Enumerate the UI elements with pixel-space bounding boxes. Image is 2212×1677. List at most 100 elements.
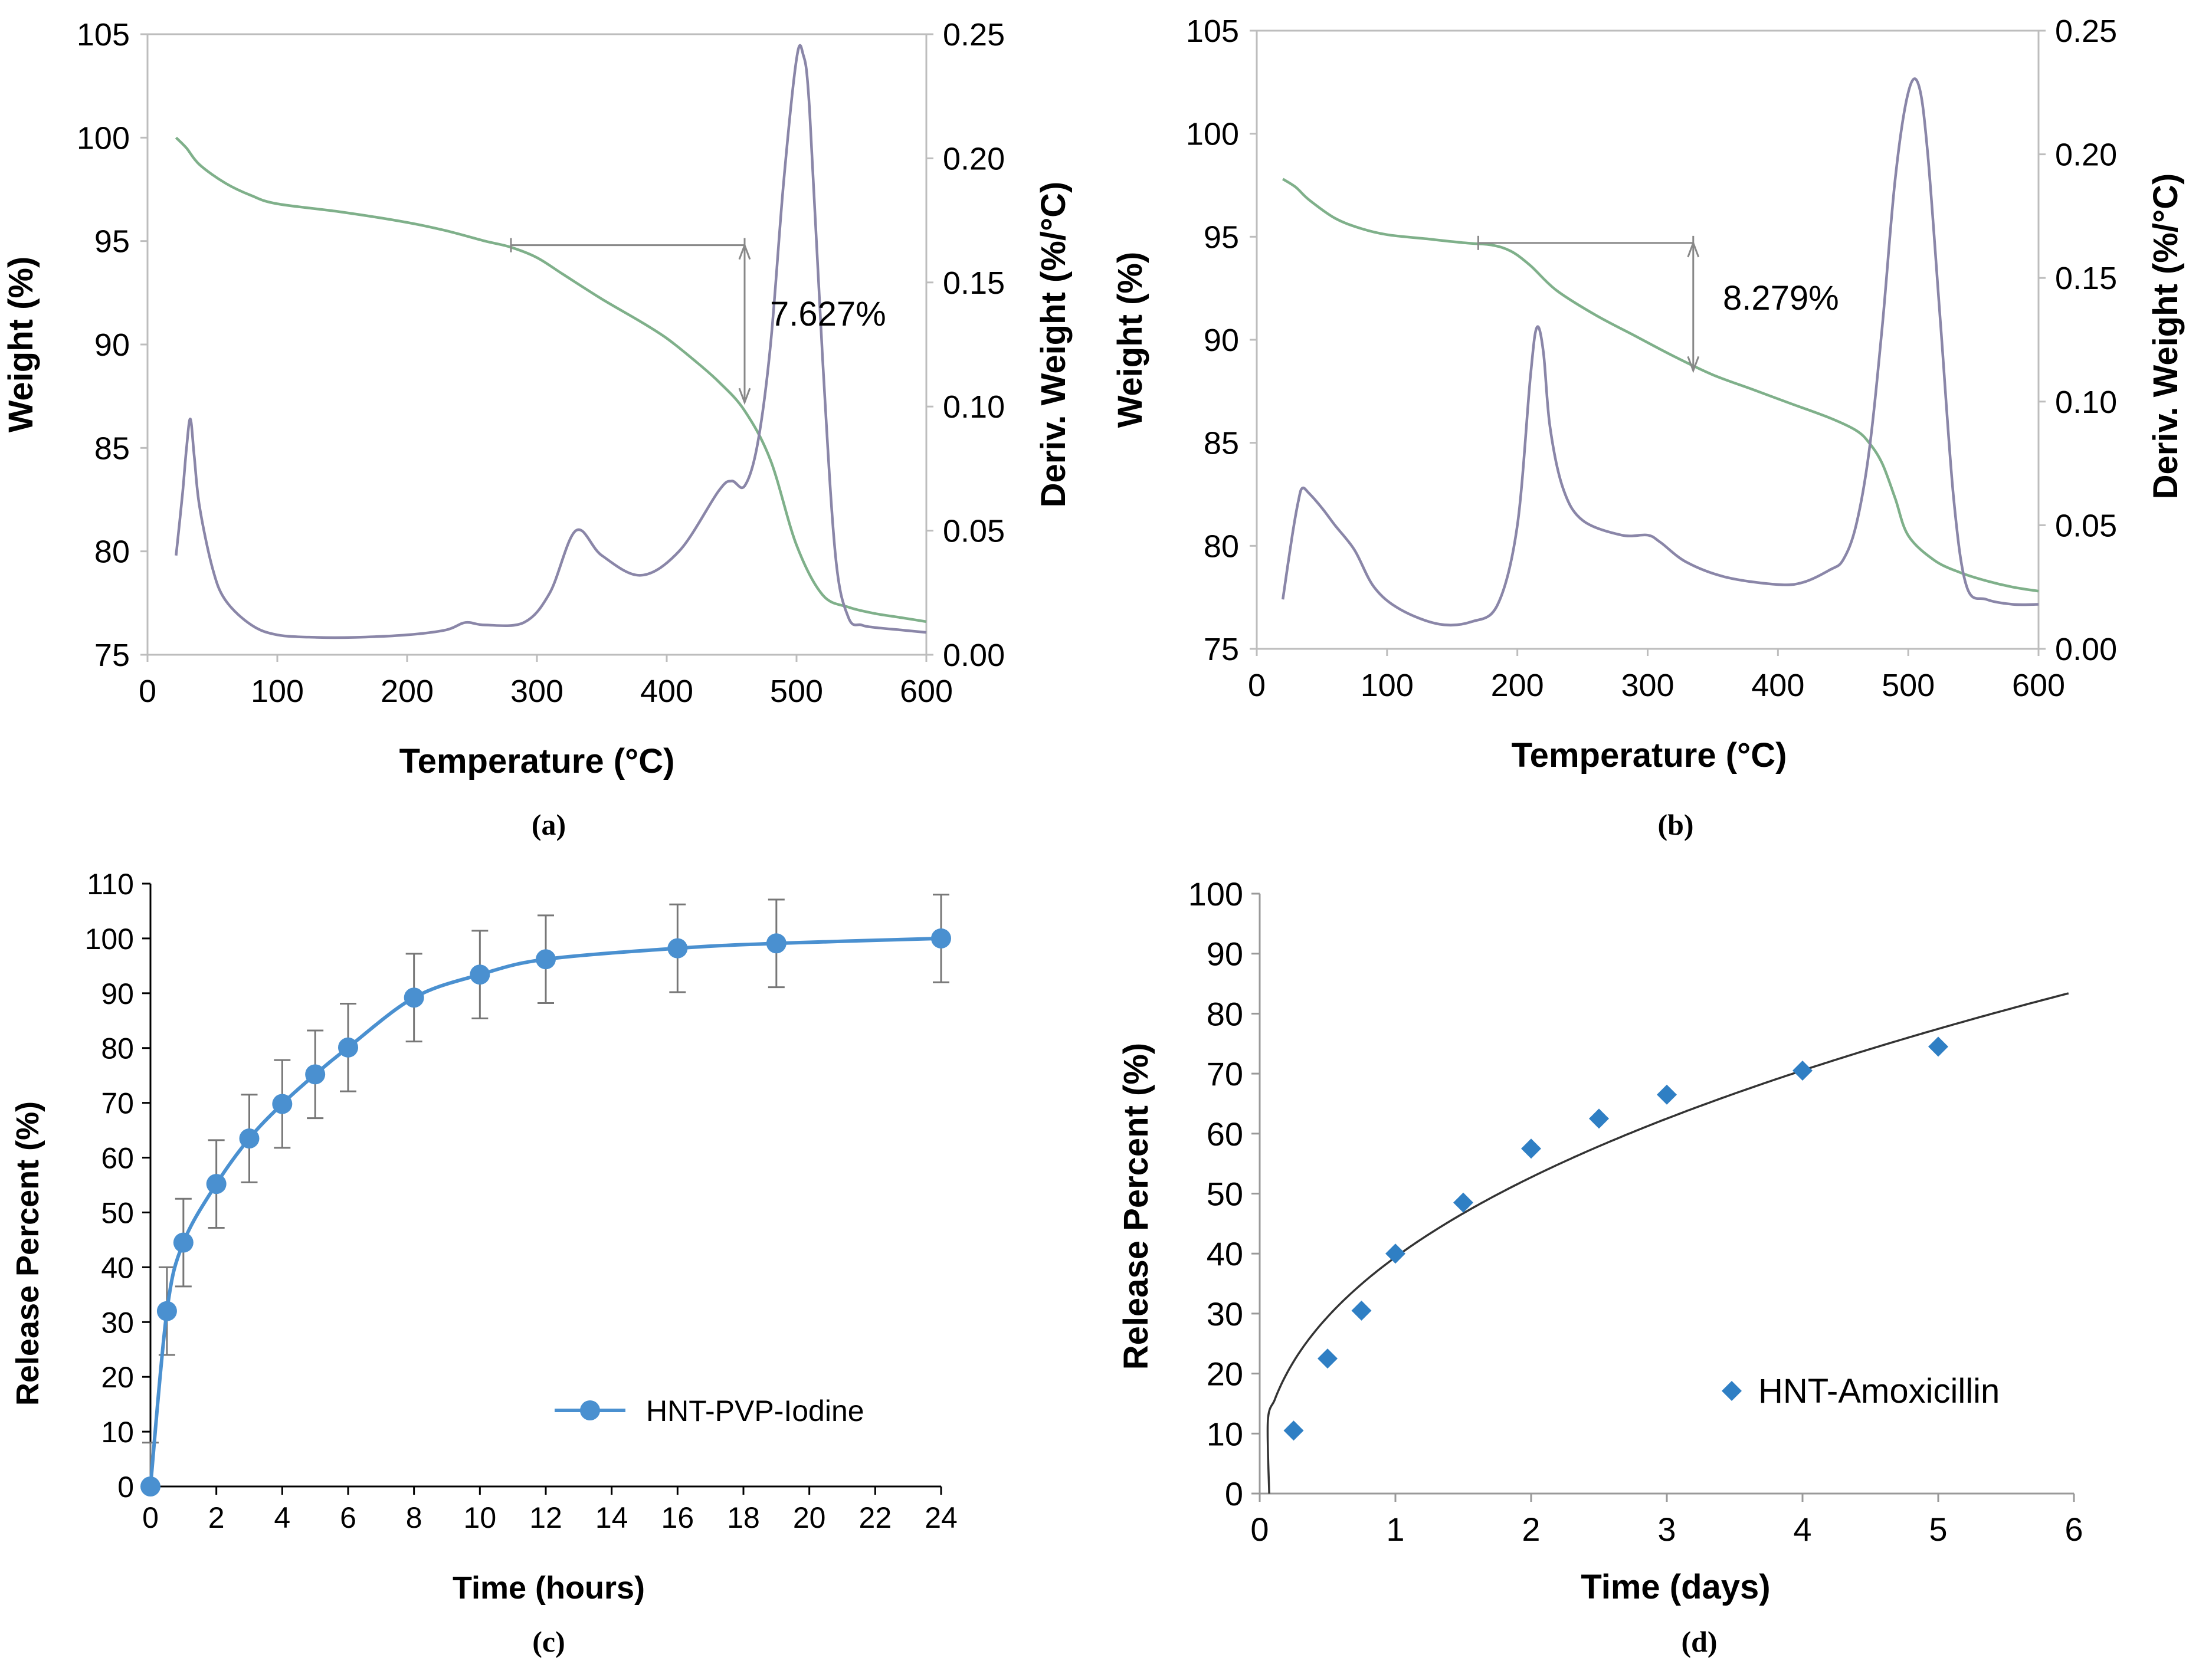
x-tick-label: 400 bbox=[1751, 668, 1804, 703]
y2-tick-label: 0.20 bbox=[2055, 137, 2117, 173]
legend-label: HNT-PVP-Iodine bbox=[646, 1394, 864, 1427]
x-tick-label: 3 bbox=[1657, 1511, 1676, 1548]
legend-label: HNT-Amoxicillin bbox=[1758, 1372, 2000, 1410]
x-tick-label: 300 bbox=[510, 674, 563, 709]
panel-d: 0 1 2 3 4 5 60102030405060708090100HNT-Amoxici… bbox=[1117, 875, 2083, 1658]
x-tick-label: 4 bbox=[1793, 1511, 1811, 1548]
x-tick-label: 600 bbox=[900, 674, 953, 709]
y2-tick-label: 0.20 bbox=[943, 141, 1005, 176]
y-tick-label: 40 bbox=[101, 1251, 134, 1284]
x-tick-label: 14 bbox=[595, 1501, 628, 1534]
data-point bbox=[1792, 1061, 1813, 1081]
x-tick-label: 500 bbox=[770, 674, 823, 709]
x-tick-label: 16 bbox=[661, 1501, 694, 1534]
y-tick-label: 80 bbox=[101, 1032, 134, 1065]
annotation-arrowhead-top bbox=[1687, 240, 1700, 258]
y-tick-label: 100 bbox=[77, 120, 130, 156]
panel-label: (b) bbox=[1657, 808, 1693, 841]
y-tick-label: 90 bbox=[101, 977, 134, 1010]
data-point bbox=[404, 987, 424, 1008]
y2-tick-label: 0.15 bbox=[943, 265, 1005, 301]
data-point bbox=[766, 933, 787, 954]
data-point bbox=[470, 964, 490, 985]
y-axis-title: Weight (%) bbox=[2, 257, 40, 433]
y-tick-label: 80 bbox=[94, 534, 130, 570]
x-tick-label: 0 bbox=[1248, 668, 1266, 703]
y-tick-label: 105 bbox=[77, 17, 130, 52]
x-tick-label: 18 bbox=[727, 1501, 760, 1534]
annotation-label: 7.627% bbox=[770, 295, 886, 333]
y-tick-label: 95 bbox=[94, 224, 130, 260]
x-tick-label: 8 bbox=[406, 1501, 422, 1534]
data-point bbox=[1521, 1138, 1541, 1159]
x-axis-title: Temperature (°C) bbox=[399, 742, 675, 780]
plot-frame bbox=[1256, 29, 2040, 650]
x-tick-label: 2 bbox=[208, 1501, 225, 1534]
data-point bbox=[1318, 1348, 1338, 1369]
y-tick-label: 0 bbox=[1225, 1475, 1243, 1512]
x-tick-label: 100 bbox=[1361, 668, 1414, 703]
y-tick-label: 10 bbox=[101, 1416, 134, 1449]
y-tick-label: 100 bbox=[1186, 117, 1239, 152]
y-tick-label: 20 bbox=[1207, 1356, 1243, 1393]
y2-tick-label: 0.00 bbox=[2055, 632, 2117, 667]
y-tick-label: 50 bbox=[101, 1196, 134, 1229]
panel-a: 0 100 200 300 400 500 600 75 80 85 90 95 100 105 0.00 0… bbox=[2, 17, 1073, 841]
y-tick-label: 85 bbox=[1204, 426, 1239, 461]
y-tick-label: 105 bbox=[1186, 14, 1239, 49]
y-tick-label: 85 bbox=[94, 431, 130, 466]
data-point bbox=[305, 1064, 326, 1085]
y2-tick-label: 0.05 bbox=[943, 514, 1005, 549]
legend-marker bbox=[580, 1400, 600, 1420]
y-tick-label: 20 bbox=[101, 1361, 134, 1394]
x-tick-label: 24 bbox=[925, 1501, 958, 1534]
panel-label: (c) bbox=[532, 1625, 565, 1658]
data-point bbox=[338, 1037, 358, 1058]
data-point bbox=[272, 1094, 293, 1114]
y-tick-label: 100 bbox=[1188, 875, 1243, 913]
annotation-label: 8.279% bbox=[1723, 279, 1839, 317]
panel-c: 0 2 4 6 8 10 12 14 16 18 20 22 240102030405060708090… bbox=[10, 868, 958, 1658]
y-tick-label: 70 bbox=[1207, 1055, 1243, 1092]
x-tick-label: 20 bbox=[793, 1501, 826, 1534]
x-tick-label: 12 bbox=[529, 1501, 562, 1534]
deriv-weight-curve bbox=[175, 44, 927, 639]
x-axis-title: Temperature (°C) bbox=[1512, 736, 1787, 774]
y-tick-label: 90 bbox=[1204, 323, 1239, 358]
x-tick-label: 0 bbox=[1250, 1511, 1269, 1548]
y2-tick-label: 0.05 bbox=[2055, 508, 2117, 543]
x-tick-label: 200 bbox=[1491, 668, 1544, 703]
x-tick-label: 6 bbox=[340, 1501, 356, 1534]
y-tick-label: 75 bbox=[1204, 632, 1239, 667]
data-point bbox=[1283, 1420, 1304, 1441]
y-axis-title: Weight (%) bbox=[1111, 252, 1149, 428]
y2-tick-label: 0.25 bbox=[943, 17, 1005, 52]
y-tick-label: 40 bbox=[1207, 1235, 1243, 1272]
y2-axis-title: Deriv. Weight (%/°C) bbox=[2147, 173, 2185, 500]
panel-b: 0 100 200 300 400 500 600 75 80 85 90 95 100 105 0.00 0… bbox=[1111, 14, 2185, 841]
data-point bbox=[206, 1174, 227, 1194]
data-point bbox=[667, 938, 688, 959]
y2-tick-label: 0.25 bbox=[2055, 14, 2117, 49]
y-tick-label: 30 bbox=[101, 1306, 134, 1339]
y2-tick-label: 0.00 bbox=[943, 638, 1005, 673]
y2-axis-title: Deriv. Weight (%/°C) bbox=[1034, 182, 1073, 508]
y2-tick-label: 0.10 bbox=[943, 389, 1005, 425]
x-tick-label: 10 bbox=[464, 1501, 497, 1534]
y-tick-label: 75 bbox=[94, 638, 130, 673]
data-point bbox=[536, 949, 556, 970]
data-point bbox=[1657, 1084, 1677, 1105]
data-point bbox=[173, 1232, 194, 1253]
y-tick-label: 0 bbox=[117, 1471, 134, 1504]
x-tick-label: 5 bbox=[1929, 1511, 1947, 1548]
data-point bbox=[1351, 1300, 1372, 1321]
x-tick-label: 600 bbox=[2012, 668, 2065, 703]
panel-label: (d) bbox=[1681, 1625, 1717, 1658]
y2-tick-label: 0.10 bbox=[2055, 385, 2117, 420]
x-tick-label: 6 bbox=[2064, 1511, 2083, 1548]
data-point bbox=[1589, 1108, 1609, 1129]
data-point bbox=[1385, 1243, 1405, 1264]
y-tick-label: 30 bbox=[1207, 1295, 1243, 1333]
data-point bbox=[1453, 1192, 1473, 1213]
x-tick-label: 100 bbox=[251, 674, 304, 709]
